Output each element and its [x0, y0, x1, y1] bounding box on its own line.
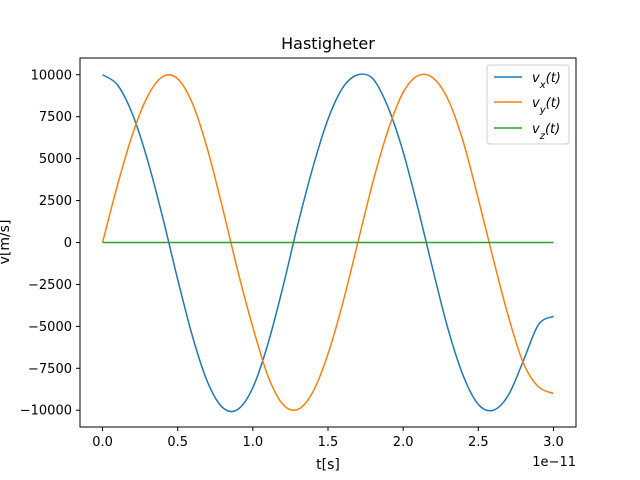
- y-tick-label: −5000: [28, 320, 72, 335]
- y-tick-label: 10000: [31, 68, 72, 83]
- legend-label-vy: vy(t): [532, 96, 561, 116]
- legend-label-vx: vx(t): [532, 71, 561, 91]
- x-axis-label: t[s]: [316, 457, 340, 473]
- y-axis-label: v[m/s]: [0, 220, 13, 265]
- series-line-vx: [102, 73, 554, 413]
- y-tick-label: 2500: [39, 194, 72, 209]
- series-layer: [101, 73, 554, 413]
- y-tick-label: −2500: [28, 278, 72, 293]
- tick-layer: 0.0 0.5 1.0 1.5 2.0 2.5 3.0 −10000 −7500 −5000 −25…: [20, 68, 564, 450]
- y-tick-label: −7500: [28, 362, 72, 377]
- x-offset-text: 1e−11: [532, 455, 576, 470]
- y-tick-label: 0: [64, 236, 72, 251]
- x-tick-label: 1.5: [318, 435, 339, 450]
- chart-title: Hastigheter: [281, 34, 375, 53]
- y-tick-label: −10000: [20, 404, 72, 419]
- x-tick-label: 0.0: [92, 435, 113, 450]
- y-tick-label: 5000: [39, 152, 72, 167]
- x-tick-label: 3.0: [543, 435, 564, 450]
- x-tick-label: 2.5: [468, 435, 489, 450]
- legend-box: [486, 64, 570, 145]
- plot-frame: [79, 57, 577, 428]
- x-tick-label: 0.5: [167, 435, 188, 450]
- series-line-vy: [101, 73, 554, 412]
- legend-label-vz: vz(t): [532, 122, 560, 142]
- x-tick-label: 1.0: [243, 435, 264, 450]
- legend: vx(t) vy(t) vz(t): [486, 64, 570, 145]
- y-tick-label: 7500: [39, 110, 72, 125]
- x-tick-label: 2.0: [393, 435, 414, 450]
